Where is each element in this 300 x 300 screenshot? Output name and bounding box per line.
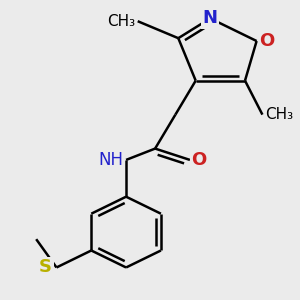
Text: CH₃: CH₃ [107, 14, 135, 29]
Text: NH: NH [98, 151, 123, 169]
Text: N: N [203, 9, 218, 27]
Text: O: O [191, 151, 206, 169]
Text: O: O [259, 32, 274, 50]
Text: S: S [39, 259, 52, 277]
Text: CH₃: CH₃ [265, 107, 293, 122]
